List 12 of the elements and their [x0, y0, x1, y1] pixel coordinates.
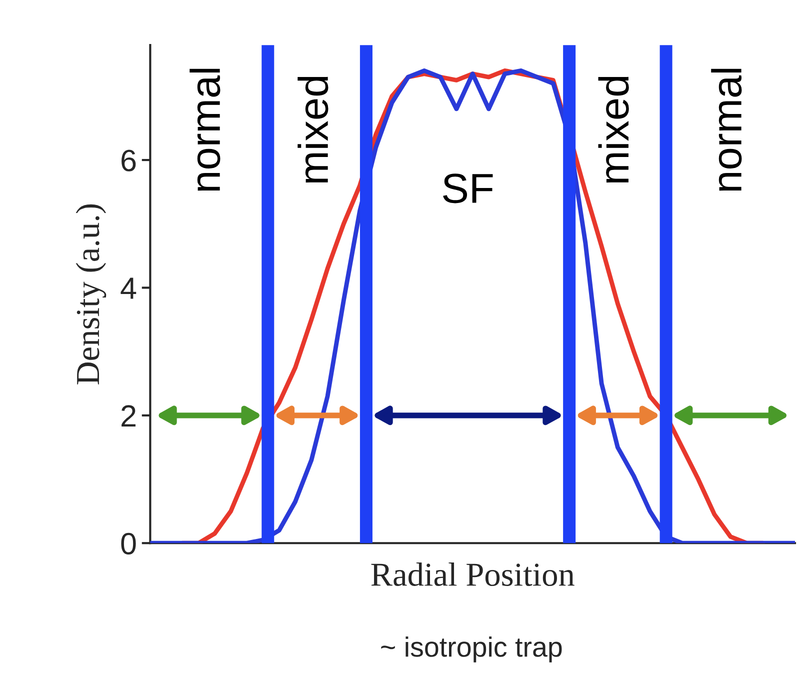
y-axis-title: Density (a.u.)	[76, 204, 106, 384]
text: ~ isotropic trap	[381, 636, 562, 662]
x-axis-title: Radial Position	[371, 562, 574, 586]
annotation: normal	[190, 68, 220, 191]
y-tick-label: 2	[122, 405, 136, 426]
y-tick-label: 0	[121, 532, 136, 554]
annotation: mixed	[598, 76, 629, 183]
annotation: SF	[443, 174, 493, 204]
annotation: mixed	[298, 76, 328, 183]
y-tick-label: 6	[122, 150, 136, 172]
y-tick-label: 4	[120, 278, 136, 299]
annotation: normal	[711, 68, 742, 191]
